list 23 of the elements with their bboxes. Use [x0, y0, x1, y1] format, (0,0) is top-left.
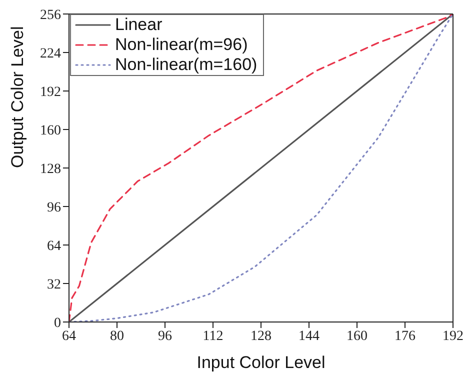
x-axis-title: Input Color Level — [196, 353, 326, 372]
x-tick-label: 176 — [394, 328, 416, 344]
x-tick-label: 128 — [250, 328, 272, 344]
x-tick-label: 192 — [442, 328, 464, 344]
y-tick-label: 160 — [40, 123, 61, 138]
x-tick-label: 96 — [158, 328, 172, 344]
legend-label: Linear — [115, 15, 162, 35]
legend-label: Non-linear(m=96) — [115, 35, 248, 55]
x-tick-label: 160 — [346, 328, 368, 344]
x-tick-label: 112 — [202, 328, 224, 344]
y-tick-label: 96 — [47, 200, 61, 216]
y-tick-label: 192 — [40, 84, 61, 100]
x-tick-label: 80 — [110, 328, 124, 344]
y-axis-title: Output Color Level — [8, 26, 28, 168]
y-tick-label: 64 — [47, 238, 61, 254]
y-tick-label: 0 — [54, 316, 61, 331]
y-tick-label: 128 — [40, 162, 61, 177]
y-tick-label: 224 — [40, 46, 61, 62]
legend-label: Non-linear(m=160) — [115, 55, 258, 75]
y-tick-label: 256 — [40, 8, 61, 23]
x-tick-label: 64 — [62, 328, 76, 344]
y-tick-label: 32 — [47, 277, 61, 292]
x-tick-label: 144 — [298, 328, 320, 344]
